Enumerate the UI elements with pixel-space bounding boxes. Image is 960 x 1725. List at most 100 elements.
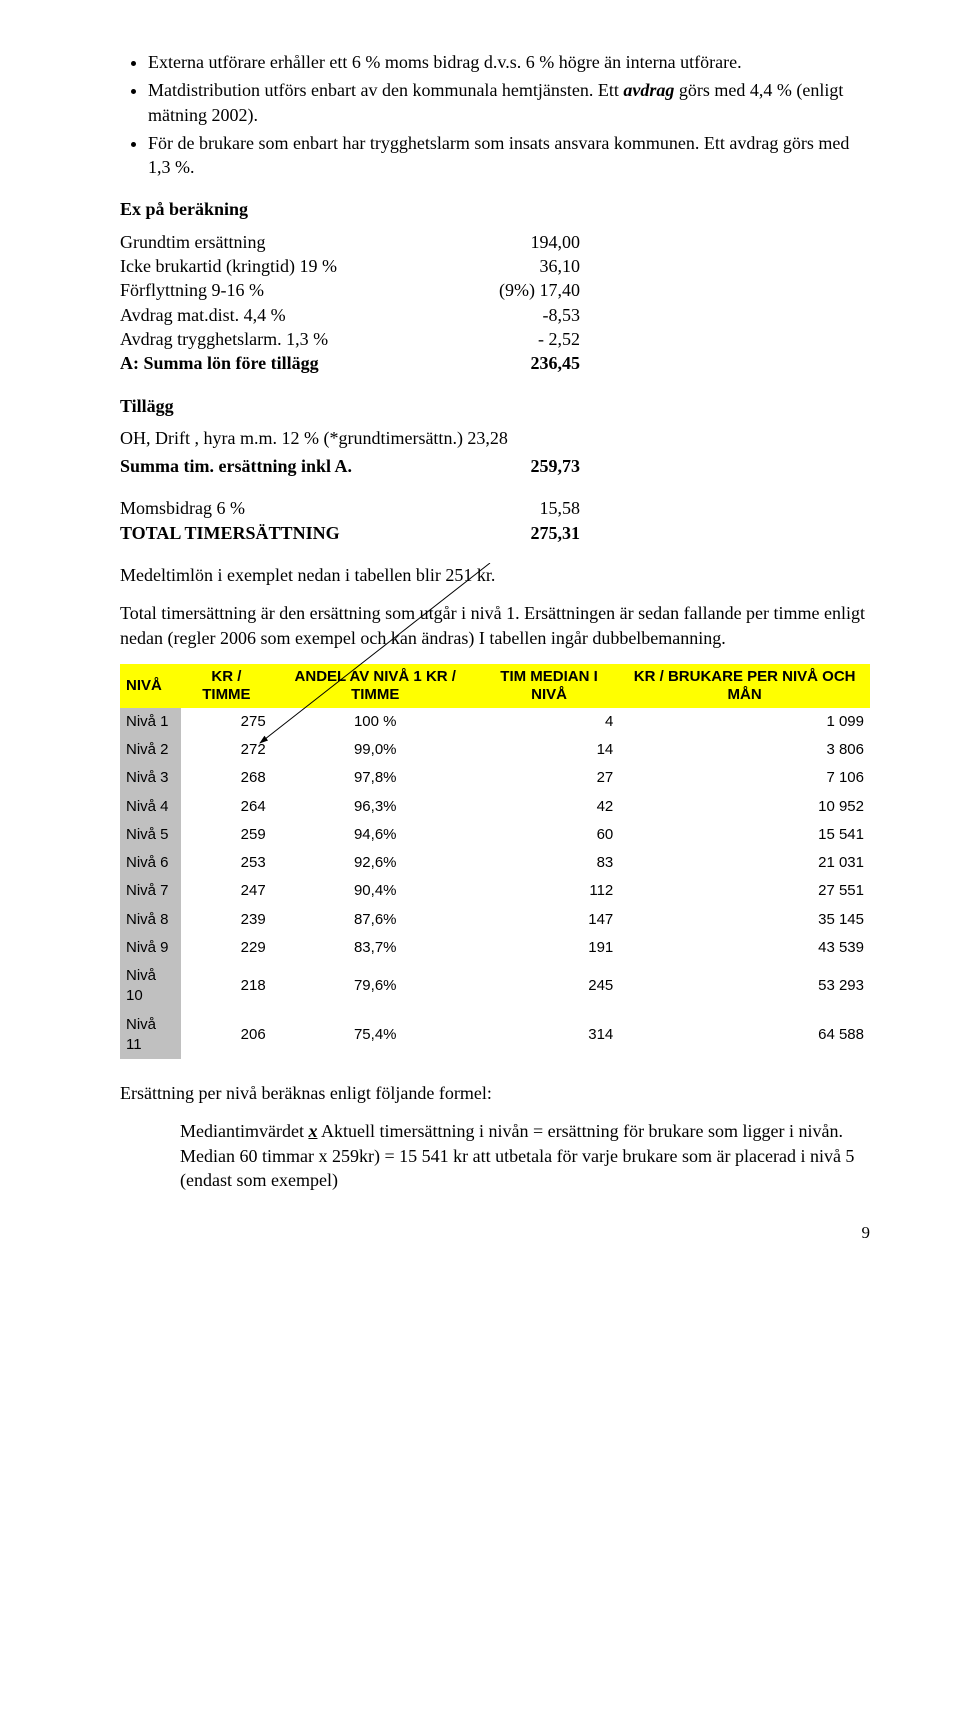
table-cell: Nivå 6 (120, 849, 181, 877)
formula-block: Mediantimvärdet x Aktuell timersättning … (180, 1119, 870, 1192)
table-header: TIM MEDIAN I NIVÅ (479, 664, 619, 708)
table-cell: 191 (479, 934, 619, 962)
table-cell: 253 (181, 849, 272, 877)
table-header: KR / BRUKARE PER NIVÅ OCH MÅN (619, 664, 870, 708)
table-cell: 42 (479, 793, 619, 821)
table-cell: 272 (181, 736, 272, 764)
table-row: Nivå 922983,7%19143 539 (120, 934, 870, 962)
table-cell: 218 (181, 962, 272, 1011)
table-cell: Nivå 9 (120, 934, 181, 962)
table-cell: 75,4% (272, 1011, 479, 1060)
table-header: NIVÅ (120, 664, 181, 708)
page-number: 9 (120, 1222, 870, 1245)
table-header: ANDEL AV NIVÅ 1 KR / TIMME (272, 664, 479, 708)
calc-row: Förflyttning 9-16 %(9%) 17,40 (120, 278, 870, 302)
table-cell: Nivå 4 (120, 793, 181, 821)
table-cell: Nivå 10 (120, 962, 181, 1011)
table-row: Nivå 823987,6%14735 145 (120, 906, 870, 934)
arrow-paragraph-group: Medeltimlön i exemplet nedan i tabellen … (120, 563, 870, 650)
table-cell: Nivå 8 (120, 906, 181, 934)
table-cell: 10 952 (619, 793, 870, 821)
bullet-item: För de brukare som enbart har trygghetsl… (148, 131, 870, 180)
table-cell: 229 (181, 934, 272, 962)
table-cell: 4 (479, 708, 619, 736)
calc-block-1: Grundtim ersättning194,00Icke brukartid … (120, 230, 870, 376)
table-row: Nivå 625392,6%8321 031 (120, 849, 870, 877)
table-cell: 27 (479, 764, 619, 792)
table-cell: Nivå 1 (120, 708, 181, 736)
calc-row: Summa tim. ersättning inkl A.259,73 (120, 454, 870, 478)
table-cell: Nivå 5 (120, 821, 181, 849)
table-row: Nivå 1021879,6%24553 293 (120, 962, 870, 1011)
table-row: Nivå 227299,0%143 806 (120, 736, 870, 764)
table-cell: 147 (479, 906, 619, 934)
table-cell: 79,6% (272, 962, 479, 1011)
calc-block-2: Summa tim. ersättning inkl A.259,73 (120, 454, 870, 478)
table-cell: 247 (181, 877, 272, 905)
table-cell: 112 (479, 877, 619, 905)
table-cell: 7 106 (619, 764, 870, 792)
table-cell: 15 541 (619, 821, 870, 849)
bullet-item: Matdistribution utförs enbart av den kom… (148, 78, 870, 127)
table-header: KR / TIMME (181, 664, 272, 708)
table-row: Nivå 724790,4%11227 551 (120, 877, 870, 905)
table-row: Nivå 426496,3%4210 952 (120, 793, 870, 821)
table-cell: 97,8% (272, 764, 479, 792)
calc-row: Grundtim ersättning194,00 (120, 230, 870, 254)
calc-block-3: Momsbidrag 6 %15,58TOTAL TIMERSÄTTNING27… (120, 496, 870, 545)
bullet-list: Externa utförare erhåller ett 6 % moms b… (120, 50, 870, 179)
table-cell: 239 (181, 906, 272, 934)
subhead-tillagg: Tillägg (120, 394, 870, 418)
tillagg-line: OH, Drift , hyra m.m. 12 % (*grundtimers… (120, 426, 870, 450)
table-cell: 53 293 (619, 962, 870, 1011)
calc-row: Avdrag mat.dist. 4,4 %-8,53 (120, 303, 870, 327)
table-cell: 96,3% (272, 793, 479, 821)
table-cell: 27 551 (619, 877, 870, 905)
table-cell: 43 539 (619, 934, 870, 962)
table-row: Nivå 525994,6%6015 541 (120, 821, 870, 849)
bullet-item: Externa utförare erhåller ett 6 % moms b… (148, 50, 870, 74)
table-cell: Nivå 7 (120, 877, 181, 905)
table-cell: 21 031 (619, 849, 870, 877)
calc-row: TOTAL TIMERSÄTTNING275,31 (120, 521, 870, 545)
table-cell: Nivå 3 (120, 764, 181, 792)
table-cell: 245 (479, 962, 619, 1011)
para-formel-intro: Ersättning per nivå beräknas enligt följ… (120, 1081, 870, 1105)
formula-1b: Aktuell timersättning i nivån = ersättni… (317, 1121, 843, 1141)
table-cell: 314 (479, 1011, 619, 1060)
table-row: Nivå 326897,8%277 106 (120, 764, 870, 792)
table-cell: 99,0% (272, 736, 479, 764)
table-cell: 94,6% (272, 821, 479, 849)
table-cell: 60 (479, 821, 619, 849)
table-cell: 264 (181, 793, 272, 821)
table-cell: 87,6% (272, 906, 479, 934)
table-cell: 1 099 (619, 708, 870, 736)
calc-row: Icke brukartid (kringtid) 19 %36,10 (120, 254, 870, 278)
table-cell: 83 (479, 849, 619, 877)
table-row: Nivå 1275100 %41 099 (120, 708, 870, 736)
para-total-timersattning: Total timersättning är den ersättning so… (120, 601, 870, 650)
calc-row: A: Summa lön före tillägg236,45 (120, 351, 870, 375)
table-cell: 275 (181, 708, 272, 736)
table-cell: 35 145 (619, 906, 870, 934)
para-medeltimlon: Medeltimlön i exemplet nedan i tabellen … (120, 563, 870, 587)
table-cell: 64 588 (619, 1011, 870, 1060)
calc-row: Avdrag trygghetslarm. 1,3 %- 2,52 (120, 327, 870, 351)
table-cell: 92,6% (272, 849, 479, 877)
table-cell: 83,7% (272, 934, 479, 962)
table-cell: Nivå 11 (120, 1011, 181, 1060)
table-cell: 268 (181, 764, 272, 792)
formula-line-1: Mediantimvärdet x Aktuell timersättning … (180, 1119, 870, 1143)
table-cell: 90,4% (272, 877, 479, 905)
table-cell: 206 (181, 1011, 272, 1060)
table-cell: 3 806 (619, 736, 870, 764)
subhead-ex: Ex på beräkning (120, 197, 870, 221)
table-cell: Nivå 2 (120, 736, 181, 764)
formula-line-2: Median 60 timmar x 259kr) = 15 541 kr at… (180, 1144, 870, 1193)
table-cell: 259 (181, 821, 272, 849)
formula-1a: Mediantimvärdet (180, 1121, 308, 1141)
calc-row: Momsbidrag 6 %15,58 (120, 496, 870, 520)
table-cell: 100 % (272, 708, 479, 736)
table-row: Nivå 1120675,4%31464 588 (120, 1011, 870, 1060)
table-cell: 14 (479, 736, 619, 764)
